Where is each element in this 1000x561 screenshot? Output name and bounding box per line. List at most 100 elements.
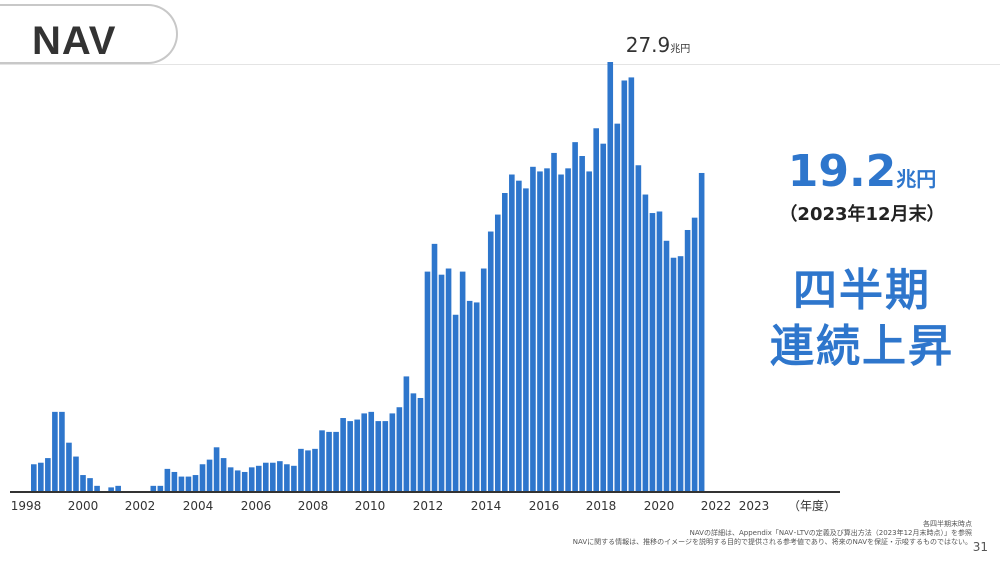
bar [220,458,227,492]
bar [445,268,452,492]
bar [410,393,417,492]
x-tick-label: 2000 [68,499,99,513]
bar [305,450,311,492]
bar [298,448,304,492]
bar [241,471,248,492]
bar [614,123,621,493]
bar [417,397,424,492]
bar [530,166,536,493]
bar [677,256,684,492]
bar [73,456,79,492]
bar [31,464,37,492]
x-axis-unit-label: （年度） [788,498,836,513]
header-divider [0,64,1000,65]
bar [340,418,346,492]
bar [185,476,192,492]
bar [361,413,368,492]
bar [178,476,185,492]
bar [87,478,93,492]
x-tick-label: 1998 [11,499,42,513]
x-tick-label: 2002 [125,499,156,513]
headline-line-2: 連続上昇 [770,321,954,372]
bar-series [31,62,705,493]
bar [424,271,431,492]
x-tick-label: 2006 [241,499,272,513]
bar [199,464,206,492]
bar [171,471,178,492]
bar [347,421,353,492]
bar [115,485,121,492]
bar [403,376,410,492]
x-tick-label: 2014 [471,499,502,513]
bar [284,464,290,492]
footnote-2: NAVの詳細は、Appendix「NAV･LTVの定義及び算出方法（2023年1… [689,529,972,537]
bar [255,465,262,492]
x-tick-label: 2020 [644,499,675,513]
footnote-3: NAVに関する情報は、推移のイメージを説明する目的で提供される参考値であり、将来… [572,538,972,546]
bar [354,419,360,492]
footnote-1: 各四半期末時点 [923,520,972,528]
current-nav-unit: 兆円 [896,167,937,191]
bar [262,462,269,492]
bar [333,431,339,492]
bar [59,411,65,492]
bar [326,431,332,492]
bar [227,467,234,492]
bar [516,180,522,493]
bar [487,231,494,492]
bar [544,168,550,492]
bar [502,193,508,492]
bar [150,485,157,492]
bar [312,448,318,492]
bar [248,467,255,492]
current-nav-date: （2023年12月末） [779,204,945,225]
bar [438,274,445,492]
bar [656,211,663,492]
bar [80,475,86,492]
bar [108,487,114,492]
bar [94,485,100,492]
x-tick-label: 2010 [355,499,386,513]
x-tick-label: 2016 [529,499,560,513]
bar [480,268,487,492]
page-number: 31 [972,540,988,554]
bar [586,171,592,492]
bar [473,302,480,492]
bar [291,465,297,492]
bar [206,459,213,492]
bar [691,217,698,492]
bar [537,171,543,492]
bar [277,461,283,492]
bar [684,229,691,493]
x-tick-label: 2004 [183,499,214,513]
current-nav-value: 19.2兆円 [762,146,962,197]
bar [234,470,241,492]
bar [319,430,325,492]
x-axis-ticks: 1998 2000 2002 2004 2006 2008 2010 2012 2014 2016… [11,499,770,513]
bar [558,174,564,492]
bar [431,243,438,492]
bar [157,485,164,492]
bar [635,165,642,492]
bar [375,421,382,492]
peak-value: 27.9 [626,33,671,57]
bar [270,462,276,492]
x-tick-label: 2023 [739,499,770,513]
bar [213,447,220,492]
bar [649,213,656,493]
peak-unit: 兆円 [670,43,690,55]
bar [452,314,459,492]
bar [396,407,403,492]
bar [494,214,501,492]
bar [52,411,58,492]
bar [164,468,171,492]
x-tick-label: 2022 [701,499,732,513]
x-tick-label: 2018 [586,499,617,513]
bar [459,271,466,492]
bar [565,168,571,492]
bar [38,462,44,492]
bar [607,62,614,492]
bar [621,80,628,493]
peak-annotation: 27.9兆円 [626,33,691,57]
